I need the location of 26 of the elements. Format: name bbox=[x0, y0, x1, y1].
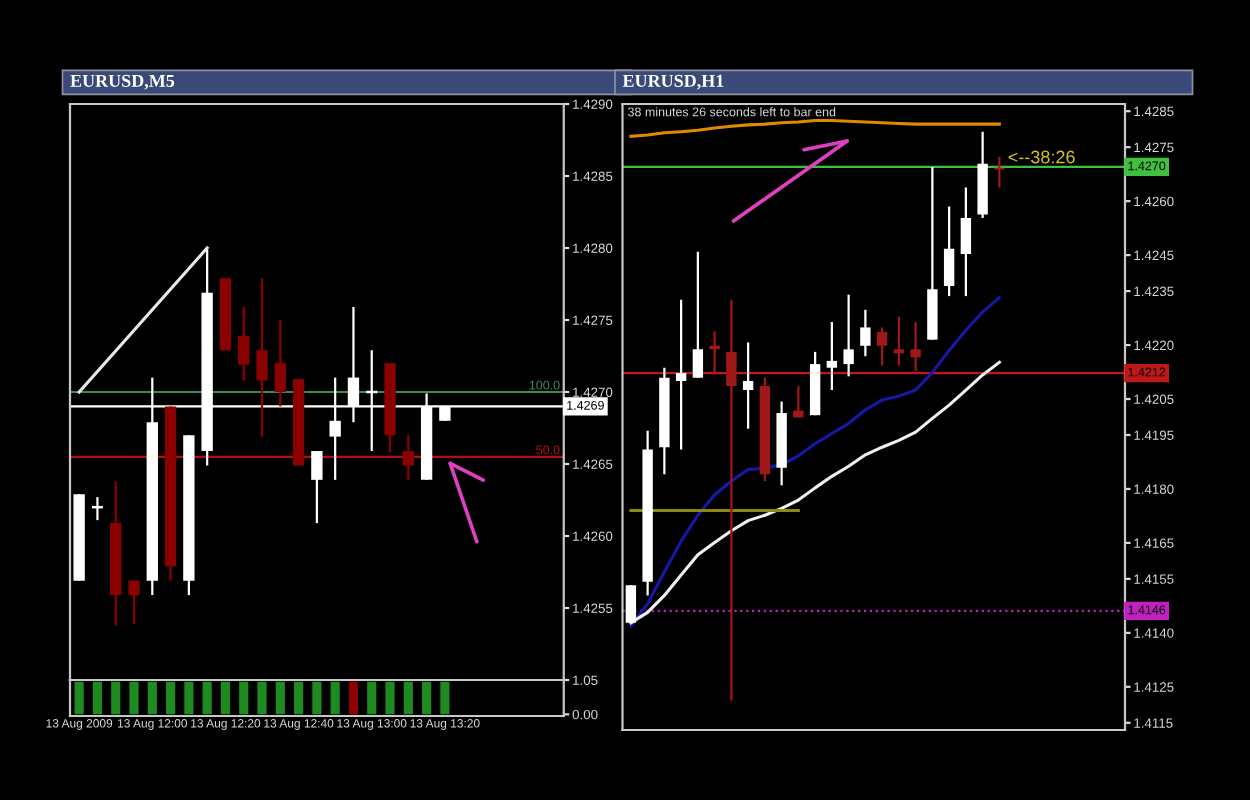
candlestick bbox=[860, 308, 871, 358]
candlestick bbox=[625, 584, 637, 624]
candlestick bbox=[238, 305, 250, 382]
candlestick bbox=[675, 298, 687, 451]
candlestick bbox=[274, 318, 286, 408]
candlestick bbox=[876, 326, 888, 367]
candlestick bbox=[910, 320, 921, 373]
line-series bbox=[629, 296, 1001, 628]
candlestick bbox=[826, 320, 838, 392]
candlestick bbox=[726, 298, 737, 702]
candlestick bbox=[943, 205, 955, 298]
candlestick bbox=[793, 384, 804, 419]
candlestick bbox=[256, 277, 268, 438]
line-series bbox=[629, 119, 1001, 138]
candlestick bbox=[742, 341, 754, 430]
candlestick bbox=[893, 315, 905, 367]
candlestick bbox=[692, 250, 704, 379]
candlestick bbox=[311, 449, 323, 525]
candlestick bbox=[402, 434, 414, 481]
line-series bbox=[629, 360, 1001, 625]
candlestick bbox=[128, 579, 140, 625]
candlestick bbox=[960, 186, 972, 298]
annotation: <--38:26 bbox=[1008, 150, 1075, 164]
chart-title: EURUSD,M5 bbox=[70, 74, 175, 90]
candlestick bbox=[843, 293, 854, 378]
chart-title: EURUSD,H1 bbox=[622, 74, 724, 90]
